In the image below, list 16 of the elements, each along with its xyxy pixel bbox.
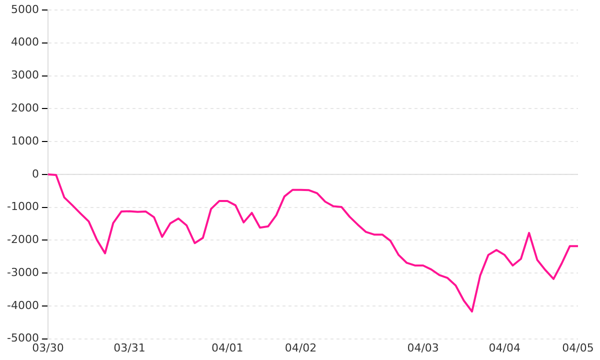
- y-tick-label: -1000: [6, 200, 39, 214]
- x-tick-label: 04/02: [284, 341, 317, 354]
- y-tick-label: 3000: [10, 68, 39, 82]
- y-tick-label: 0: [32, 167, 39, 180]
- y-tick-label: -3000: [6, 266, 39, 279]
- x-tick-label: 04/01: [212, 341, 244, 354]
- y-tick-label: 5000: [10, 2, 39, 16]
- x-tick-label: 04/04: [488, 341, 520, 354]
- x-tick-label: 04/03: [407, 341, 439, 354]
- x-tick-label: 04/05: [562, 341, 594, 354]
- y-tick-label: 1000: [10, 134, 39, 148]
- y-tick-label: -2000: [6, 233, 39, 246]
- y-tick-label: 2000: [10, 102, 39, 114]
- y-tick-label: -4000: [6, 298, 39, 312]
- y-tick-label: 4000: [10, 36, 39, 49]
- x-tick-label: 03/31: [114, 341, 146, 354]
